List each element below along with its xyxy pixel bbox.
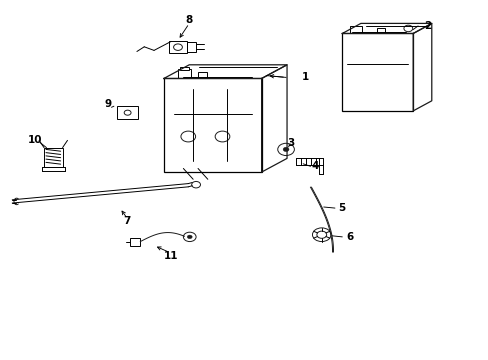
Bar <box>198 72 206 78</box>
Text: 5: 5 <box>338 203 345 213</box>
Bar <box>376 28 385 33</box>
Bar <box>44 148 62 167</box>
Bar <box>342 33 412 111</box>
Text: 3: 3 <box>287 138 294 148</box>
Bar <box>349 26 361 33</box>
Bar <box>178 69 190 78</box>
Bar <box>129 238 140 246</box>
Bar <box>163 78 261 172</box>
Text: 10: 10 <box>28 135 42 145</box>
Text: 2: 2 <box>424 21 430 31</box>
Bar <box>117 106 138 119</box>
Circle shape <box>187 235 192 239</box>
Bar <box>168 41 187 53</box>
Text: 1: 1 <box>302 72 308 82</box>
Text: 6: 6 <box>346 232 353 242</box>
Bar <box>187 42 196 52</box>
Text: 8: 8 <box>185 15 192 25</box>
Text: 7: 7 <box>123 216 131 226</box>
Circle shape <box>283 147 288 152</box>
Text: 9: 9 <box>104 99 111 109</box>
Text: 4: 4 <box>311 161 319 171</box>
Bar <box>180 67 189 70</box>
Text: 11: 11 <box>163 251 178 261</box>
